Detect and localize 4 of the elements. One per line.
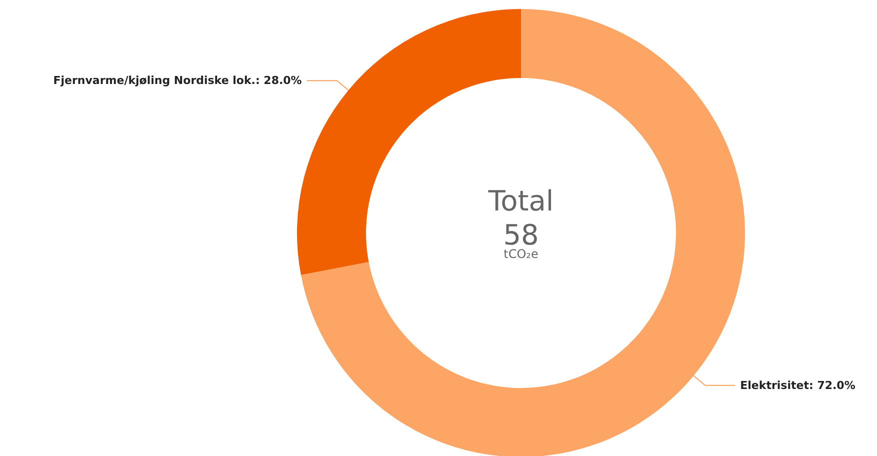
text: tCO₂e xyxy=(504,247,538,261)
slice-label: Fjernvarme/kjøling Nordiske lok.: 28.0% xyxy=(53,74,302,88)
text: Total xyxy=(487,184,554,218)
slice-label: Elektrisitet: 72.0% xyxy=(740,378,856,392)
